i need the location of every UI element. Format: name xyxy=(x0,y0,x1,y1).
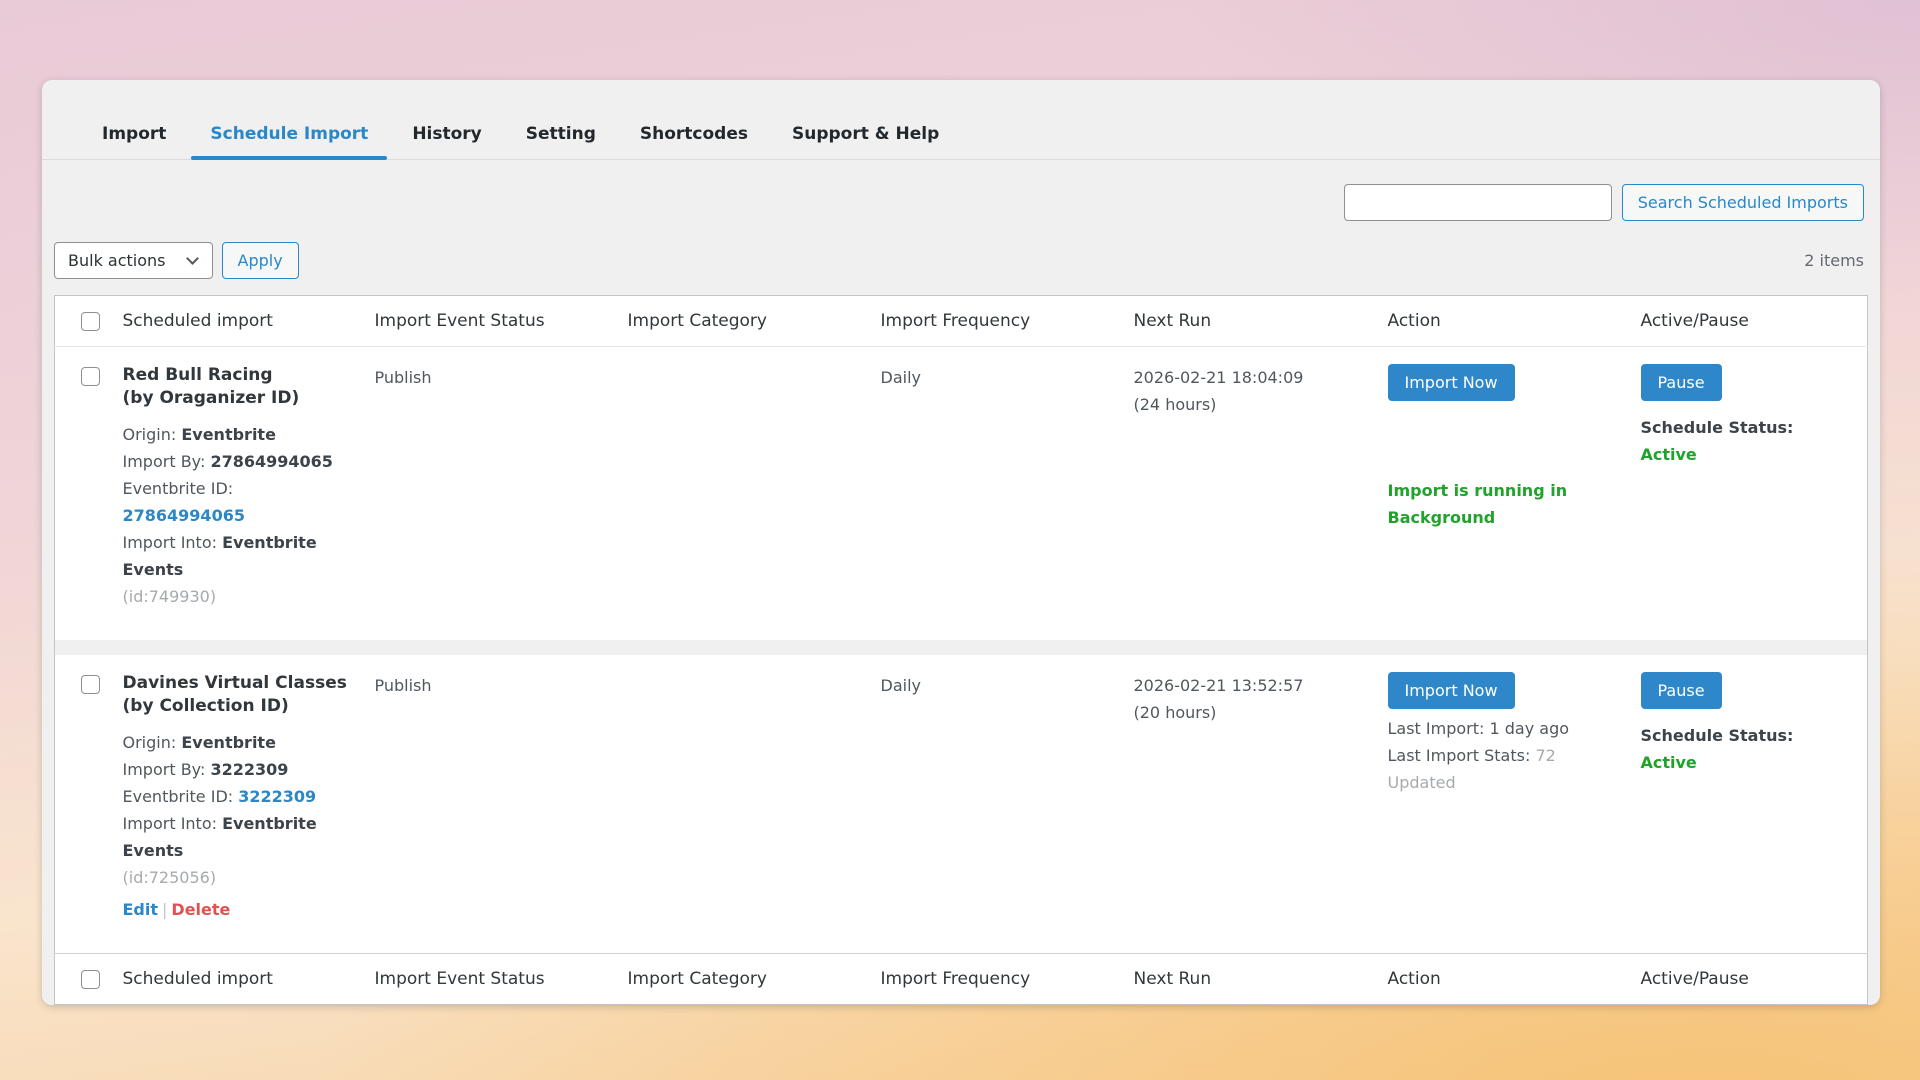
col-import-frequency: Import Frequency xyxy=(868,953,1122,1005)
import-into-value: Eventbrite Events xyxy=(122,814,317,860)
eventbrite-id-label: Eventbrite ID: xyxy=(122,787,234,806)
last-import-value: 1 day ago xyxy=(1489,719,1570,738)
post-id: (id:749930) xyxy=(122,587,217,606)
select-all-checkbox-bottom[interactable] xyxy=(81,969,100,989)
tab-shortcodes[interactable]: Shortcodes xyxy=(639,124,748,144)
tab-bar: Import Schedule Import History Setting S… xyxy=(42,80,1880,160)
bulk-actions-select[interactable]: Bulk actions xyxy=(54,242,213,279)
search-toolbar: Search Scheduled Imports xyxy=(42,160,1880,221)
last-import-label: Last Import: xyxy=(1387,719,1485,738)
col-active-pause: Active/Pause xyxy=(1628,295,1868,347)
scheduled-imports-table: Scheduled import Import Event Status Imp… xyxy=(54,295,1868,1005)
next-run-cell: 2026-02-21 18:04:09 (24 hours) xyxy=(1122,347,1376,641)
next-run-interval: (24 hours) xyxy=(1133,395,1217,414)
frequency-cell: Daily xyxy=(880,368,921,387)
import-title: Red Bull Racing (by Oraganizer ID) xyxy=(122,365,300,408)
import-into-label: Import Into: xyxy=(122,814,218,833)
col-action: Action xyxy=(1375,953,1629,1005)
last-import-stats-value: 72 Updated xyxy=(1387,746,1556,792)
col-next-run: Next Run xyxy=(1121,953,1376,1005)
tab-history[interactable]: History xyxy=(412,124,482,144)
col-next-run: Next Run xyxy=(1121,295,1376,347)
links-separator: | xyxy=(162,900,168,919)
import-now-button[interactable]: Import Now xyxy=(1387,672,1515,709)
search-input[interactable] xyxy=(1343,184,1612,221)
import-by-label: Import By: xyxy=(122,452,206,471)
bulk-actions-toolbar-top: Bulk actions Apply 2 items xyxy=(42,221,1880,292)
category-cell xyxy=(616,655,869,954)
import-running-note: Import is running in Background xyxy=(1387,481,1568,527)
import-by-value: 27864994065 xyxy=(210,452,333,471)
category-cell xyxy=(616,347,869,641)
next-run-cell: 2026-02-21 13:52:57 (20 hours) xyxy=(1122,655,1376,954)
event-status-cell: Publish xyxy=(374,368,432,387)
origin-value: Eventbrite xyxy=(181,425,276,444)
eventbrite-id-link[interactable]: 3222309 xyxy=(238,787,317,806)
pause-button[interactable]: Pause xyxy=(1640,672,1722,709)
tab-schedule-import[interactable]: Schedule Import xyxy=(188,110,390,160)
chevron-down-icon xyxy=(185,252,199,265)
table-footer-row: Scheduled import Import Event Status Imp… xyxy=(54,953,1868,1005)
col-active-pause: Active/Pause xyxy=(1628,953,1868,1005)
origin-value: Eventbrite xyxy=(181,733,276,752)
scheduled-imports-table-wrap: Scheduled import Import Event Status Imp… xyxy=(54,295,1868,1005)
import-into-label: Import Into: xyxy=(122,533,218,552)
col-import-event-status: Import Event Status xyxy=(362,295,616,347)
tab-import[interactable]: Import xyxy=(102,124,167,144)
eventbrite-id-label: Eventbrite ID: xyxy=(122,479,234,498)
table-header-row: Scheduled import Import Event Status Imp… xyxy=(54,295,1868,347)
import-now-button[interactable]: Import Now xyxy=(1387,364,1515,401)
action-cell: Import Now Import is running in Backgrou… xyxy=(1376,347,1629,641)
items-count-top: 2 items xyxy=(1804,251,1864,270)
table-row: Davines Virtual Classes (by Collection I… xyxy=(55,655,1868,954)
import-title: Davines Virtual Classes (by Collection I… xyxy=(122,673,347,716)
import-by-value: 3222309 xyxy=(210,760,289,779)
col-action: Action xyxy=(1375,295,1629,347)
apply-button[interactable]: Apply xyxy=(221,242,299,279)
col-import-category: Import Category xyxy=(615,953,869,1005)
schedule-status-value: Active xyxy=(1640,445,1697,464)
col-import-event-status: Import Event Status xyxy=(362,953,616,1005)
action-cell: Import Now Last Import: 1 day ago Last I… xyxy=(1376,655,1629,954)
delete-link[interactable]: Delete xyxy=(171,900,231,919)
tab-setting[interactable]: Setting xyxy=(525,124,596,144)
origin-label: Origin: xyxy=(122,733,177,752)
import-into-value: Eventbrite Events xyxy=(122,533,317,579)
schedule-status-value: Active xyxy=(1640,753,1697,772)
table-row: Red Bull Racing (by Oraganizer ID) Origi… xyxy=(55,347,1868,641)
next-run-date: 2026-02-21 13:52:57 xyxy=(1133,676,1304,695)
search-scheduled-imports-button[interactable]: Search Scheduled Imports xyxy=(1621,184,1864,221)
col-scheduled-import: Scheduled import xyxy=(110,953,363,1005)
frequency-cell: Daily xyxy=(880,676,921,695)
event-status-cell: Publish xyxy=(374,676,432,695)
tab-support-help[interactable]: Support & Help xyxy=(792,124,940,144)
pause-button[interactable]: Pause xyxy=(1640,364,1722,401)
row-checkbox[interactable] xyxy=(81,367,100,386)
row-checkbox[interactable] xyxy=(81,675,100,694)
scheduled-imports-panel: Import Schedule Import History Setting S… xyxy=(42,80,1880,1005)
col-import-frequency: Import Frequency xyxy=(868,295,1122,347)
edit-link[interactable]: Edit xyxy=(122,900,159,919)
next-run-date: 2026-02-21 18:04:09 xyxy=(1133,368,1304,387)
origin-label: Origin: xyxy=(122,425,177,444)
schedule-status-label: Schedule Status: xyxy=(1640,418,1794,437)
col-import-category: Import Category xyxy=(615,295,869,347)
bulk-actions-select-label: Bulk actions xyxy=(68,251,166,270)
next-run-interval: (20 hours) xyxy=(1133,703,1217,722)
active-pause-cell: Pause Schedule Status: Active xyxy=(1629,655,1868,954)
row-separator xyxy=(54,640,1868,655)
select-all-checkbox-top[interactable] xyxy=(81,311,100,331)
post-id: (id:725056) xyxy=(122,868,217,887)
schedule-status-label: Schedule Status: xyxy=(1640,726,1794,745)
eventbrite-id-link[interactable]: 27864994065 xyxy=(122,506,245,525)
col-scheduled-import: Scheduled import xyxy=(110,295,363,347)
import-by-label: Import By: xyxy=(122,760,206,779)
active-pause-cell: Pause Schedule Status: Active xyxy=(1629,347,1868,641)
last-import-stats-label: Last Import Stats: xyxy=(1387,746,1531,765)
